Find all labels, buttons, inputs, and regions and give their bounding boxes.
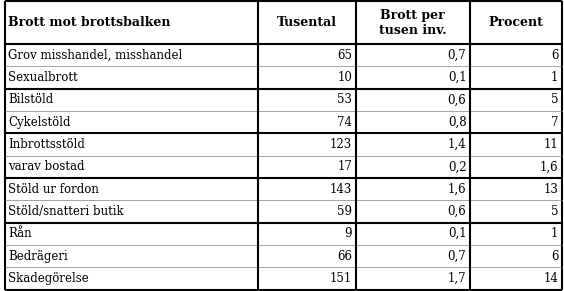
Text: Brott per
tusen inv.: Brott per tusen inv. — [379, 9, 447, 37]
Text: 1: 1 — [551, 71, 558, 84]
Text: 66: 66 — [337, 250, 352, 262]
Text: 5: 5 — [551, 205, 558, 218]
Text: 1,7: 1,7 — [448, 272, 466, 285]
Text: 0,6: 0,6 — [448, 93, 466, 107]
Text: Tusental: Tusental — [277, 16, 337, 29]
Text: Skadegörelse: Skadegörelse — [8, 272, 89, 285]
Text: 151: 151 — [330, 272, 352, 285]
Text: Bilstöld: Bilstöld — [8, 93, 53, 107]
Text: 9: 9 — [345, 227, 352, 240]
Text: Stöld ur fordon: Stöld ur fordon — [8, 183, 99, 196]
Text: Inbrottsstöld: Inbrottsstöld — [8, 138, 85, 151]
Text: 143: 143 — [330, 183, 352, 196]
Text: 1,4: 1,4 — [448, 138, 466, 151]
Text: Procent: Procent — [488, 16, 543, 29]
Text: 53: 53 — [337, 93, 352, 107]
Text: varav bostad: varav bostad — [8, 160, 85, 173]
Text: 65: 65 — [337, 49, 352, 62]
Text: Brott mot brottsbalken: Brott mot brottsbalken — [8, 16, 170, 29]
Text: 0,1: 0,1 — [448, 227, 466, 240]
Text: 1,6: 1,6 — [448, 183, 466, 196]
Text: 0,6: 0,6 — [448, 205, 466, 218]
Text: 13: 13 — [544, 183, 558, 196]
Text: 59: 59 — [337, 205, 352, 218]
Text: 1: 1 — [551, 227, 558, 240]
Text: Cykelstöld: Cykelstöld — [8, 116, 70, 129]
Text: 0,2: 0,2 — [448, 160, 466, 173]
Text: 6: 6 — [551, 49, 558, 62]
Text: Sexualbrott: Sexualbrott — [8, 71, 77, 84]
Text: 10: 10 — [337, 71, 352, 84]
Text: 6: 6 — [551, 250, 558, 262]
Text: Bedrägeri: Bedrägeri — [8, 250, 68, 262]
Text: 0,1: 0,1 — [448, 71, 466, 84]
Text: Stöld/snatteri butik: Stöld/snatteri butik — [8, 205, 124, 218]
Text: 74: 74 — [337, 116, 352, 129]
Text: Rån: Rån — [8, 227, 32, 240]
Text: 7: 7 — [551, 116, 558, 129]
Text: 123: 123 — [330, 138, 352, 151]
Text: 1,6: 1,6 — [540, 160, 558, 173]
Text: 0,7: 0,7 — [448, 49, 466, 62]
Text: 11: 11 — [544, 138, 558, 151]
Text: 14: 14 — [544, 272, 558, 285]
Text: 0,8: 0,8 — [448, 116, 466, 129]
Text: Grov misshandel, misshandel: Grov misshandel, misshandel — [8, 49, 182, 62]
Text: 17: 17 — [337, 160, 352, 173]
Text: 5: 5 — [551, 93, 558, 107]
Text: 0,7: 0,7 — [448, 250, 466, 262]
